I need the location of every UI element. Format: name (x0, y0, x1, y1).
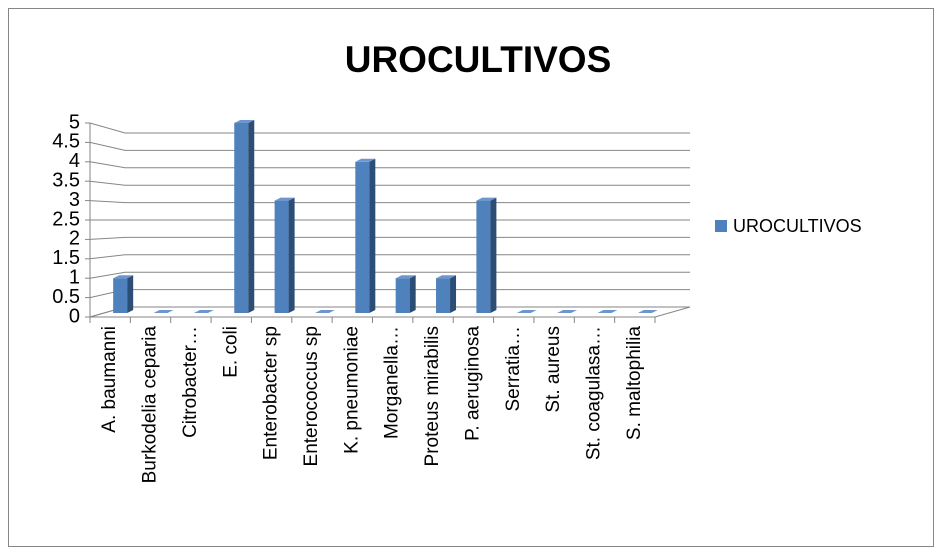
x-tick-label: P. aeruginosa (462, 326, 483, 441)
bar-side (288, 197, 295, 313)
x-tick-label: Burkodelia ceparia (140, 326, 161, 484)
chart-border (8, 8, 934, 547)
bar-top (153, 310, 174, 313)
y-tick-label: 2 (69, 228, 80, 250)
bar-top (557, 310, 578, 313)
x-tick-label: Enterobacter sp (261, 326, 282, 460)
bar-side (409, 275, 416, 313)
grid-line (89, 141, 690, 151)
chart-title: UROCULTIVOS (345, 39, 612, 80)
bar-top (395, 275, 416, 279)
y-tick-label: 5 (69, 111, 80, 133)
grid-line (89, 254, 690, 260)
bar (234, 120, 255, 313)
y-tick-label: 0 (69, 305, 80, 327)
bar (113, 275, 134, 313)
bar-side (248, 120, 255, 313)
bar-top (597, 310, 618, 313)
legend-label: UROCULTIVOS (733, 216, 862, 236)
y-tick-label: 4 (69, 150, 80, 172)
grid-line (89, 161, 690, 169)
bar-top (314, 310, 335, 313)
x-tick-label: E. coli (220, 326, 241, 378)
x-tick-label: S. maltophilia (624, 326, 645, 440)
grid-line (89, 180, 690, 186)
bar-top (637, 310, 658, 313)
y-tick-label: 1 (69, 266, 80, 288)
bar (193, 310, 214, 313)
bar (637, 310, 658, 313)
grid-line (89, 236, 690, 240)
bar-front (355, 161, 370, 313)
bar (314, 310, 335, 313)
x-tick-label: K. pneumoniae (341, 326, 362, 454)
bar-top (274, 197, 295, 201)
bar-front (113, 278, 128, 313)
x-tick-label: Morganella… (382, 326, 403, 439)
x-tick-label: St. coagulasa… (583, 326, 604, 460)
bar-side (127, 275, 134, 313)
bar (436, 275, 457, 313)
bar-top (355, 158, 376, 162)
y-tick-label: 1.5 (52, 247, 80, 269)
bar (274, 197, 295, 313)
bar-front (395, 278, 410, 313)
bar-front (234, 123, 249, 313)
bar (395, 275, 416, 313)
bar (557, 310, 578, 313)
grid-line (89, 200, 690, 204)
bar-side (490, 197, 497, 313)
y-tick-label: 3.5 (52, 169, 80, 191)
bar-top (436, 275, 457, 279)
bar (516, 310, 537, 313)
grid-line (89, 271, 690, 279)
x-tick-label: A. baumanni (99, 326, 120, 433)
x-tick-label: St. aureus (543, 326, 564, 413)
bar (153, 310, 174, 313)
bar-top (234, 120, 255, 123)
x-tick-label: Citrobacter… (180, 326, 201, 438)
y-tick-label: 0.5 (52, 286, 80, 308)
y-tick-label: 2.5 (52, 208, 80, 230)
x-tick-label: Serratia… (503, 326, 524, 412)
bar-front (274, 200, 289, 313)
bar (355, 158, 376, 313)
bar-top (113, 275, 134, 279)
x-tick-label: Enterococcus sp (301, 326, 322, 466)
bar-front (436, 278, 451, 313)
legend-swatch (715, 220, 727, 232)
bar (476, 197, 497, 313)
bar-top (476, 197, 497, 201)
bar-top (193, 310, 214, 313)
bar-top (516, 310, 537, 313)
bar (597, 310, 618, 313)
bar-side (369, 158, 376, 313)
grid-line (89, 122, 690, 134)
x-tick-label: Proteus mirabilis (422, 326, 443, 466)
y-tick-label: 3 (69, 189, 80, 211)
bar-front (476, 200, 491, 313)
bar-side (450, 275, 457, 313)
y-tick-label: 4.5 (52, 131, 80, 153)
